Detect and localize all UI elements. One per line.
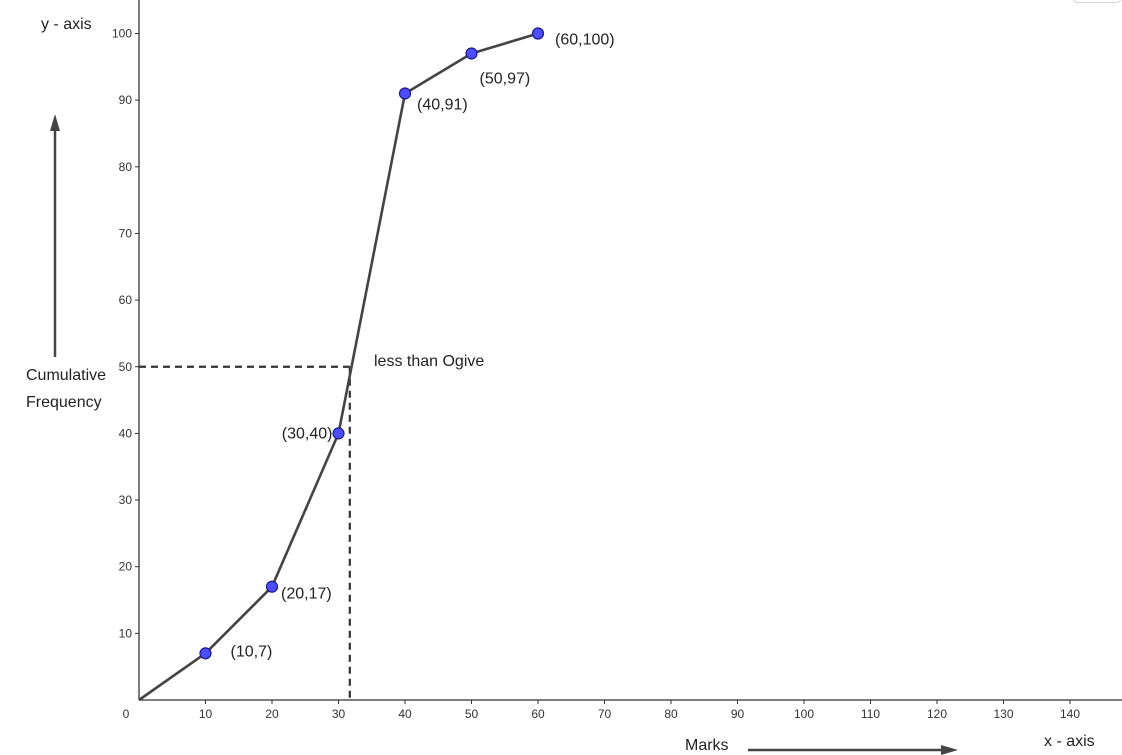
x-axis-label: Marks bbox=[685, 737, 729, 754]
x-tick-label: 60 bbox=[531, 707, 545, 721]
x-tick-label: 90 bbox=[731, 707, 745, 721]
data-point bbox=[199, 647, 212, 660]
x-tick-label: 30 bbox=[332, 707, 346, 721]
x-tick-label: 110 bbox=[861, 707, 880, 721]
series-annotation: less than Ogive bbox=[374, 353, 484, 370]
axes bbox=[138, 0, 1122, 701]
median-guides bbox=[139, 365, 351, 700]
y-axis-label: Cumulative Frequency bbox=[26, 367, 110, 411]
data-point-label: (40,91) bbox=[417, 96, 468, 113]
data-point bbox=[265, 580, 279, 593]
x-tick-label: 130 bbox=[993, 707, 1013, 721]
y-tick-label: 40 bbox=[119, 426, 133, 440]
data-point-label: (10,7) bbox=[231, 643, 273, 660]
y-tick-label: 80 bbox=[119, 160, 133, 174]
x-tick-label: 10 bbox=[199, 707, 213, 721]
data-point bbox=[398, 87, 412, 100]
y-tick-label: 30 bbox=[119, 493, 133, 507]
x-tick-label: 100 bbox=[794, 707, 814, 721]
y-axis-name: y - axis bbox=[41, 16, 92, 33]
x-tick-labels: 0 10 20 30 40 50 60 70 80 90 100 110 120 130 140 bbox=[123, 700, 1080, 721]
y-tick-label: 60 bbox=[119, 293, 133, 307]
y-tick-label: 90 bbox=[119, 93, 133, 107]
data-point bbox=[332, 427, 345, 440]
x-tick-label: 40 bbox=[398, 707, 412, 721]
x-axis-name: x - axis bbox=[1044, 733, 1095, 750]
data-point bbox=[531, 27, 545, 40]
y-axis-label-line-2: Frequency bbox=[26, 394, 102, 411]
x-tick-label: 20 bbox=[265, 707, 279, 721]
y-tick-label: 100 bbox=[112, 27, 132, 41]
y-tick-label: 70 bbox=[119, 226, 133, 240]
data-point-label: (30,40) bbox=[282, 425, 333, 442]
x-tick-label: 50 bbox=[465, 707, 479, 721]
y-direction-arrow bbox=[50, 114, 60, 357]
x-tick-label: 0 bbox=[123, 707, 130, 721]
y-tick-label: 50 bbox=[119, 360, 133, 374]
y-tick-labels: 10 20 30 40 50 60 70 80 90 100 bbox=[112, 27, 139, 640]
x-direction-arrow bbox=[748, 745, 958, 755]
x-tick-label: 140 bbox=[1060, 707, 1080, 721]
y-tick-label: 10 bbox=[119, 626, 133, 640]
y-tick-label: 20 bbox=[119, 560, 133, 574]
x-tick-label: 120 bbox=[927, 707, 947, 721]
point-labels: (10,7) (20,17) (30,40) (40,91) (50,97) (60,10… bbox=[231, 32, 615, 661]
x-tick-label: 70 bbox=[598, 707, 612, 721]
y-axis-label-line-1: Cumulative bbox=[26, 367, 106, 384]
data-point-label: (20,17) bbox=[281, 586, 332, 603]
data-point-label: (60,100) bbox=[555, 32, 615, 49]
data-point bbox=[465, 47, 478, 60]
x-tick-label: 80 bbox=[664, 707, 678, 721]
points-group bbox=[199, 27, 545, 660]
data-point-label: (50,97) bbox=[480, 70, 531, 87]
